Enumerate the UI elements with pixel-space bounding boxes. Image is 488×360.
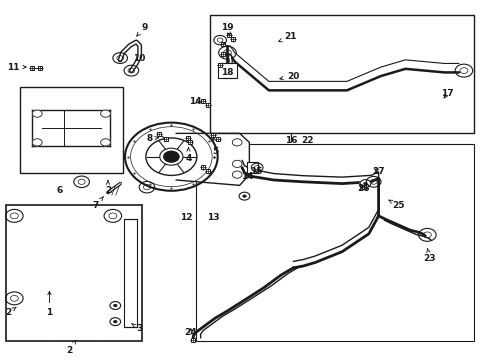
Circle shape	[113, 304, 117, 307]
Text: 2: 2	[5, 307, 16, 317]
Circle shape	[232, 171, 242, 178]
Text: 26: 26	[357, 184, 369, 193]
Circle shape	[359, 180, 370, 188]
Text: 7: 7	[92, 197, 103, 210]
Polygon shape	[176, 134, 249, 185]
Bar	[217, 63, 237, 78]
Text: 2: 2	[104, 181, 111, 195]
Text: 23: 23	[423, 249, 435, 264]
Circle shape	[242, 194, 246, 198]
Bar	[20, 87, 122, 173]
Text: 21: 21	[278, 32, 297, 42]
Text: 10: 10	[133, 54, 145, 63]
Circle shape	[110, 318, 121, 325]
Text: 1: 1	[46, 291, 53, 317]
Text: 13: 13	[206, 213, 219, 222]
Bar	[210, 15, 473, 134]
Circle shape	[32, 139, 42, 146]
Text: 20: 20	[279, 72, 299, 81]
Text: 11: 11	[7, 63, 26, 72]
Circle shape	[32, 110, 42, 117]
Bar	[123, 220, 137, 327]
Bar	[5, 205, 142, 341]
Circle shape	[101, 110, 110, 117]
Bar	[195, 144, 473, 341]
Text: 12: 12	[180, 213, 192, 222]
Text: 14: 14	[189, 96, 202, 105]
Text: 3: 3	[131, 324, 142, 333]
Text: 22: 22	[301, 136, 313, 145]
Text: 5: 5	[212, 137, 218, 156]
Circle shape	[363, 182, 367, 185]
Circle shape	[239, 192, 249, 200]
Circle shape	[101, 139, 110, 146]
Circle shape	[232, 139, 242, 146]
Bar	[246, 162, 257, 173]
Text: 15: 15	[250, 167, 263, 176]
Circle shape	[110, 302, 121, 310]
Text: 25: 25	[388, 200, 404, 210]
Circle shape	[232, 160, 242, 167]
Text: 19: 19	[221, 23, 233, 36]
Text: 16: 16	[284, 136, 297, 145]
Text: 24: 24	[184, 328, 197, 337]
Text: 14: 14	[240, 172, 253, 181]
Circle shape	[163, 150, 179, 163]
Text: 6: 6	[56, 186, 62, 195]
Text: 9: 9	[136, 23, 147, 36]
Text: 18: 18	[221, 68, 233, 77]
Text: 27: 27	[371, 167, 384, 176]
Text: 8: 8	[146, 134, 158, 143]
Text: 17: 17	[440, 89, 452, 98]
Circle shape	[113, 320, 117, 323]
Text: 2: 2	[66, 340, 76, 355]
Text: 4: 4	[185, 148, 191, 163]
